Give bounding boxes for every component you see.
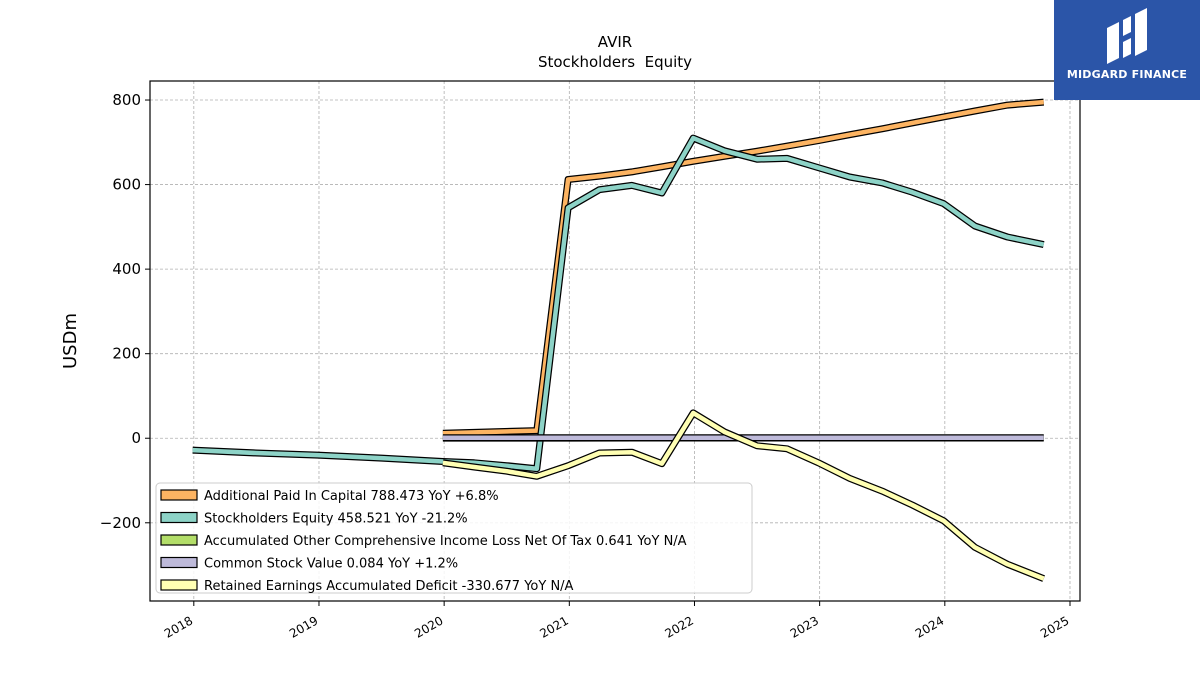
series-4 [442,409,1045,582]
legend-label: Accumulated Other Comprehensive Income L… [204,534,687,549]
chart-title: AVIR [598,33,632,51]
x-tick-label: 2024 [913,613,946,640]
x-axis: 2018 2019 2020 2021 2022 2023 2024 2025 [162,601,1071,641]
brand-name: MIDGARD FINANCE [1066,68,1188,81]
legend-label: Stockholders Equity 458.521 YoY -21.2% [204,512,468,527]
midgard-mark-icon [1107,8,1147,64]
legend: Additional Paid In Capital 788.473 YoY +… [155,482,753,594]
legend-label: Common Stock Value 0.084 YoY +1.2% [204,557,458,572]
y-tick-label: 0 [131,429,141,447]
series-line [442,99,1044,436]
legend-box [155,482,753,594]
series-line [442,410,1045,581]
y-tick-label: −200 [100,514,141,532]
x-tick-label: 2020 [412,613,445,640]
legend-label: Retained Earnings Accumulated Deficit -3… [204,579,574,594]
y-tick-label: 800 [112,91,141,109]
legend-label: Additional Paid In Capital 788.473 YoY +… [204,489,499,504]
x-tick-label: 2021 [537,613,570,640]
legend-swatch [160,534,198,546]
y-tick-label: 400 [112,260,141,278]
series-1 [192,134,1045,473]
series-lines [192,98,1045,582]
y-axis-label: USDm [60,313,81,369]
x-tick-label: 2022 [663,613,696,640]
x-tick-label: 2025 [1038,613,1071,640]
brand-logo: MIDGARD FINANCE [1054,0,1200,100]
legend-swatch [160,489,198,501]
legend-swatch [160,511,198,524]
series-line [192,135,1045,471]
series-0 [442,98,1044,437]
x-tick-label: 2023 [788,613,821,640]
legend-swatch [160,556,198,569]
x-tick-label: 2019 [287,613,320,640]
y-axis: −200 0 200 400 600 800 [100,91,150,532]
y-tick-label: 200 [112,345,141,363]
y-tick-label: 600 [112,176,141,194]
x-tick-label: 2018 [162,613,195,640]
plot-frame [149,80,1081,602]
legend-swatch [160,579,198,591]
chart-subtitle: Stockholders Equity [538,53,692,71]
